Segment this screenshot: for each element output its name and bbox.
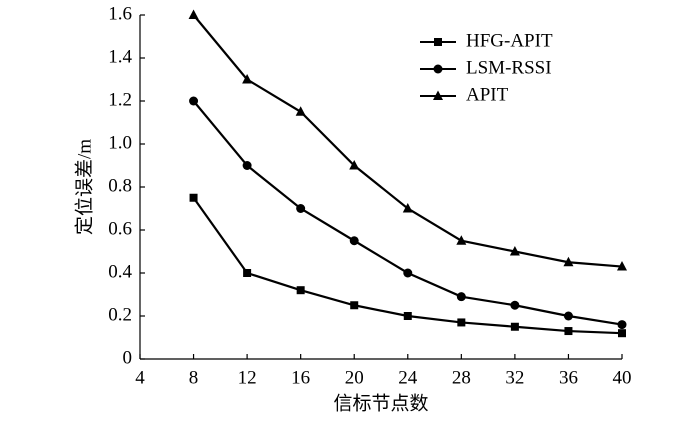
marker xyxy=(563,311,573,321)
marker xyxy=(510,322,519,331)
x-tick-label: 32 xyxy=(505,367,524,388)
x-tick-label: 12 xyxy=(238,367,257,388)
y-tick-label: 0.4 xyxy=(108,261,132,282)
marker xyxy=(403,268,413,278)
marker xyxy=(510,300,520,310)
marker xyxy=(617,261,627,271)
marker xyxy=(189,193,198,202)
marker xyxy=(349,160,360,170)
y-tick-label: 0.2 xyxy=(108,304,132,325)
marker xyxy=(296,286,305,295)
marker xyxy=(242,161,252,170)
marker xyxy=(243,269,252,277)
x-tick-label: 20 xyxy=(345,367,364,388)
marker xyxy=(564,327,573,336)
marker xyxy=(563,256,574,267)
marker xyxy=(403,312,412,320)
marker xyxy=(189,96,199,106)
marker xyxy=(456,235,467,245)
marker xyxy=(295,106,306,116)
legend-label: LSM-RSSI xyxy=(466,57,552,78)
marker xyxy=(617,320,627,330)
x-tick-label: 36 xyxy=(559,367,578,388)
marker xyxy=(296,204,306,213)
legend-label: APIT xyxy=(466,84,509,105)
marker xyxy=(188,9,199,19)
x-tick-label: 8 xyxy=(189,367,199,388)
y-tick-label: 0.8 xyxy=(108,175,132,196)
x-axis-label: 信标节点数 xyxy=(333,392,428,414)
marker xyxy=(349,236,359,246)
y-tick-label: 1.0 xyxy=(108,132,132,153)
marker xyxy=(509,246,520,256)
y-tick-label: 1.4 xyxy=(108,46,132,67)
x-tick-label: 4 xyxy=(135,367,145,388)
y-axis-label: 定位误差/m xyxy=(73,139,95,235)
x-tick-label: 16 xyxy=(291,367,310,388)
x-tick-label: 24 xyxy=(398,367,418,388)
y-tick-label: 0.6 xyxy=(108,218,132,239)
marker xyxy=(402,203,413,213)
marker xyxy=(433,64,443,74)
y-tick-label: 0 xyxy=(123,347,133,368)
x-tick-label: 28 xyxy=(452,367,471,388)
marker xyxy=(242,74,253,84)
marker xyxy=(350,301,359,310)
marker xyxy=(434,38,442,46)
marker xyxy=(433,90,443,100)
y-tick-label: 1.2 xyxy=(108,89,132,110)
series-line xyxy=(192,14,623,268)
marker xyxy=(618,329,626,338)
legend-label: HFG-APIT xyxy=(466,30,553,51)
x-tick-label: 40 xyxy=(613,367,632,388)
marker xyxy=(456,292,466,302)
marker xyxy=(457,318,466,327)
series-line xyxy=(192,100,623,326)
y-tick-label: 1.6 xyxy=(108,3,132,24)
